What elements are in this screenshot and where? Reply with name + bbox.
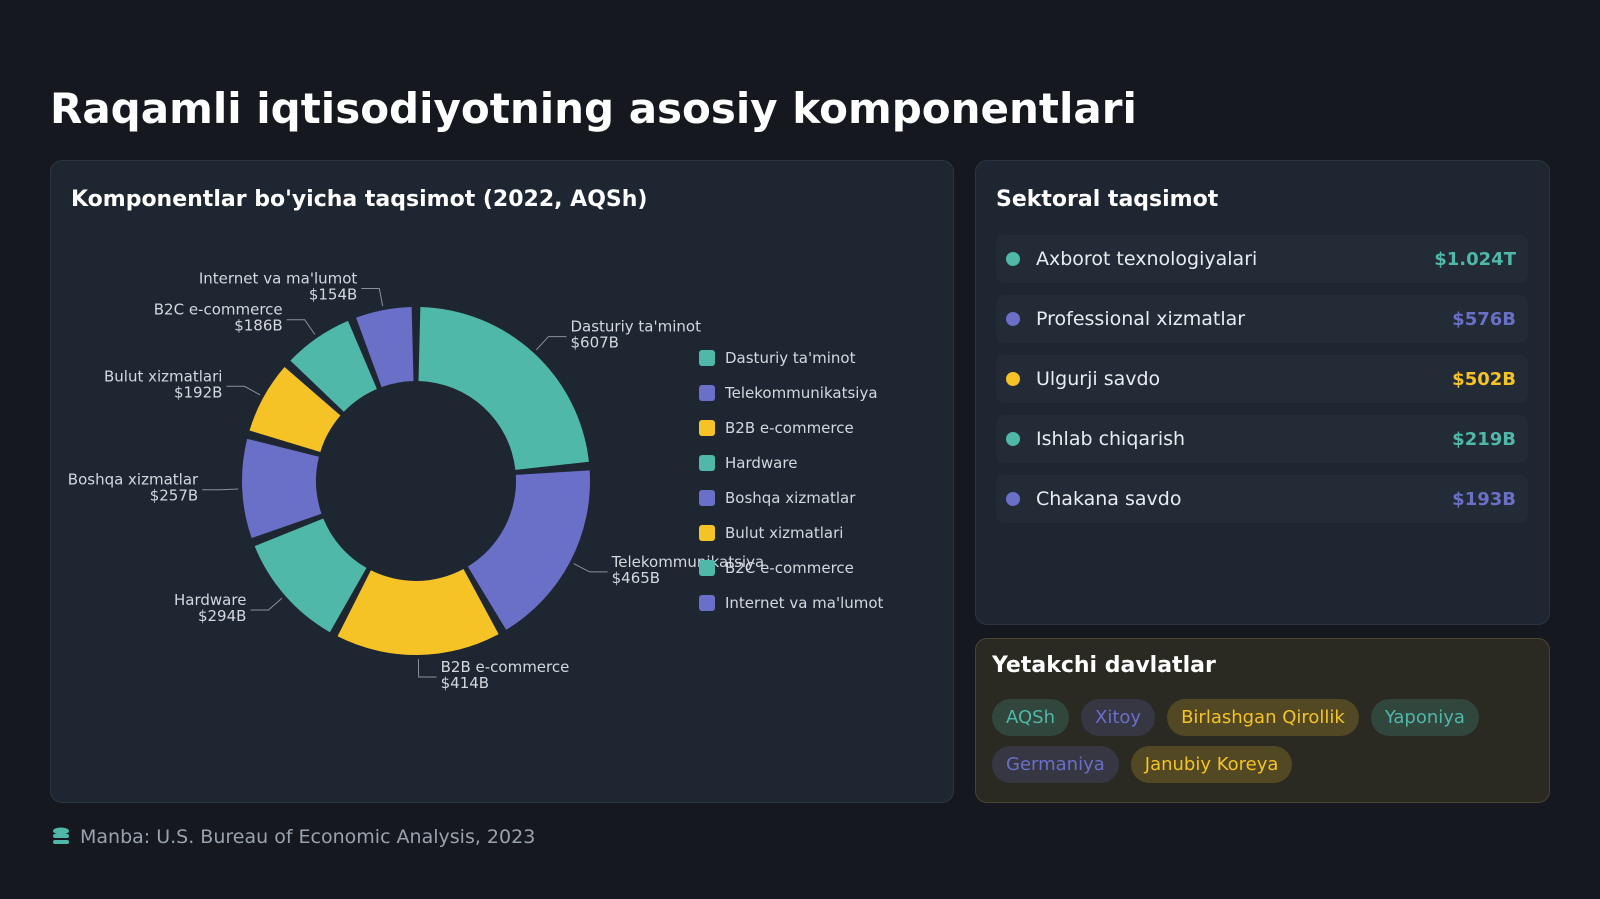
country-chip: Xitoy	[1081, 699, 1156, 736]
sector-dot	[1006, 432, 1020, 446]
legend-label: Boshqa xizmatlar	[725, 489, 856, 507]
sector-name: Chakana savdo	[1036, 488, 1182, 510]
legend-label: Hardware	[725, 454, 797, 472]
donut-segment	[418, 307, 589, 470]
slice-label: Boshqa xizmatlar	[68, 471, 199, 489]
sector-dot	[1006, 372, 1020, 386]
sector-value: $193B	[1452, 488, 1516, 510]
chart: Dasturiy ta'minot$607BTelekommunikatsiya…	[68, 269, 884, 692]
country-chip: Germaniya	[992, 746, 1119, 783]
countries-title: Yetakchi davlatlar	[992, 653, 1216, 678]
footer: Manba: U.S. Bureau of Economic Analysis,…	[52, 826, 535, 848]
country-chip: Birlashgan Qirollik	[1167, 699, 1359, 736]
legend-swatch	[699, 490, 715, 506]
chart-title: Komponentlar bo'yicha taqsimot (2022, AQ…	[71, 187, 648, 212]
leader-line	[202, 488, 239, 491]
leader-line	[226, 385, 261, 396]
legend-label: B2B e-commerce	[725, 419, 854, 437]
legend-swatch	[699, 420, 715, 436]
sector-name: Ulgurji savdo	[1036, 368, 1161, 390]
sector-value: $219B	[1452, 428, 1516, 450]
legend-label: B2C e-commerce	[725, 559, 854, 577]
slice-value: $257B	[150, 487, 198, 505]
donut-segment	[467, 470, 591, 630]
slice-label: Internet va ma'lumot	[199, 269, 358, 287]
country-chip: Janubiy Koreya	[1130, 746, 1293, 783]
sector-name: Axborot texnologiyalari	[1036, 248, 1258, 270]
sector-dot	[1006, 252, 1020, 266]
slice-value: $465B	[612, 569, 660, 587]
country-chip: Yaponiya	[1370, 699, 1479, 736]
sector-row: Ulgurji savdo $502B	[996, 355, 1528, 403]
legend-label: Internet va ma'lumot	[725, 594, 884, 612]
slice-value: $192B	[174, 383, 222, 401]
leader-line	[417, 658, 437, 678]
sector-value: $502B	[1452, 368, 1516, 390]
slice-label: Bulut xizmatlari	[104, 367, 222, 385]
country-chips: AQSh Xitoy Birlashgan Qirollik Yaponiya Germ…	[992, 699, 1537, 783]
sectors-panel: Sektoral taqsimot Axborot texnologiyalar…	[975, 160, 1550, 625]
donut-segment	[254, 518, 367, 633]
leader-line	[361, 287, 384, 307]
sector-row: Chakana savdo $193B	[996, 475, 1528, 523]
slice-label: B2C e-commerce	[154, 301, 283, 319]
donut-segment	[290, 320, 377, 412]
sector-name: Ishlab chiqarish	[1036, 428, 1186, 450]
leader-line	[535, 336, 567, 351]
legend-swatch	[699, 595, 715, 611]
donut-segment	[356, 307, 414, 388]
sector-value: $1.024T	[1434, 248, 1516, 270]
donut-segment	[249, 367, 341, 452]
sector-dot	[1006, 492, 1020, 506]
page-title: Raqamli iqtisodiyotning asosiy komponent…	[50, 84, 1137, 133]
sectors-title: Sektoral taqsimot	[996, 187, 1219, 212]
legend-label: Telekommunikatsiya	[724, 384, 878, 402]
donut-segment	[337, 569, 499, 655]
sector-name: Professional xizmatlar	[1036, 308, 1246, 330]
database-icon	[53, 827, 69, 844]
slice-value: $294B	[198, 607, 246, 625]
sector-row: Ishlab chiqarish $219B	[996, 415, 1528, 463]
slice-label: Hardware	[174, 591, 246, 609]
sector-value: $576B	[1452, 308, 1516, 330]
slice-label: Telekommunikatsiya	[611, 553, 765, 571]
slice-label: B2B e-commerce	[441, 658, 570, 676]
country-chip: AQSh	[992, 699, 1069, 736]
slice-label: Dasturiy ta'minot	[570, 318, 701, 336]
source-note: Manba: U.S. Bureau of Economic Analysis,…	[80, 826, 536, 848]
countries-panel: Yetakchi davlatlar AQSh Xitoy Birlashgan Q…	[975, 638, 1550, 803]
slice-value: $154B	[309, 285, 357, 303]
leader-line	[286, 319, 316, 335]
slice-value: $186B	[234, 317, 282, 335]
sector-dot	[1006, 312, 1020, 326]
sector-row: Axborot texnologiyalari $1.024T	[996, 235, 1528, 283]
sector-row: Professional xizmatlar $576B	[996, 295, 1528, 343]
slice-value: $607B	[570, 334, 618, 352]
donut-segment	[241, 438, 322, 539]
legend-swatch	[699, 385, 715, 401]
legend-swatch	[699, 350, 715, 366]
legend-swatch	[699, 560, 715, 576]
leader-line	[250, 597, 283, 611]
legend-swatch	[699, 455, 715, 471]
chart-panel: Komponentlar bo'yicha taqsimot (2022, AQ…	[50, 160, 954, 803]
leader-line	[573, 563, 608, 573]
legend-label: Bulut xizmatlari	[725, 524, 843, 542]
legend-swatch	[699, 525, 715, 541]
legend-label: Dasturiy ta'minot	[725, 349, 856, 367]
slice-value: $414B	[441, 674, 489, 692]
